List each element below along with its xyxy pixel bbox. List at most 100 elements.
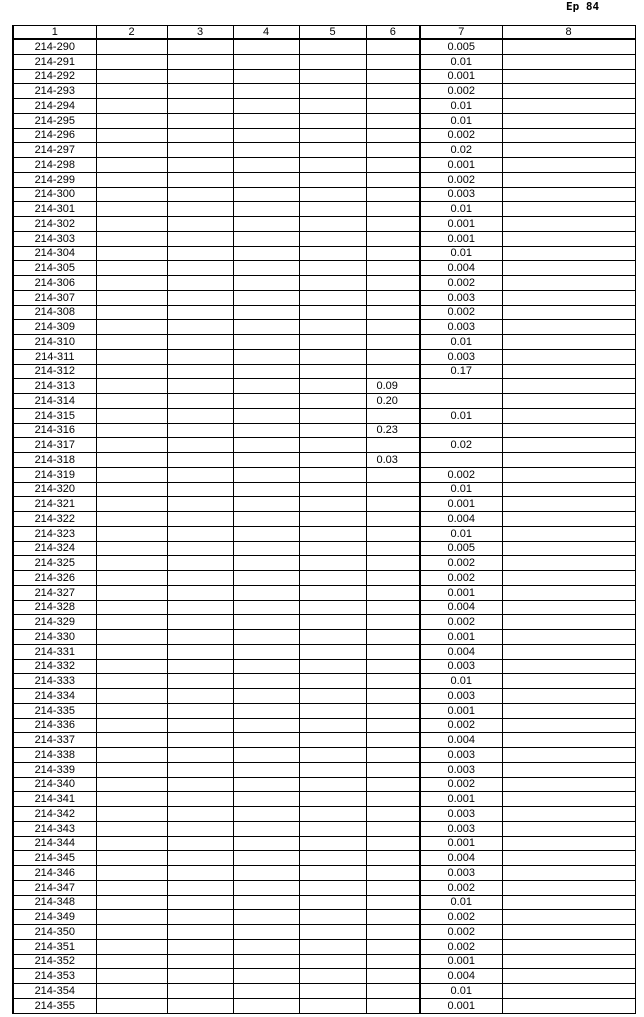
cell-col-1: 214-303 xyxy=(12,230,97,247)
cell-col-5 xyxy=(298,820,367,837)
cell-col-7 xyxy=(419,393,503,409)
cell-col-6 xyxy=(365,53,421,70)
cell-col-7: 0.02 xyxy=(419,142,503,158)
cell-col-7: 0.005 xyxy=(419,38,503,55)
cell-col-6 xyxy=(365,245,421,262)
cell-col-2 xyxy=(95,776,168,793)
cell-col-3 xyxy=(166,909,234,925)
table-row: 214-319 0.002 xyxy=(12,466,636,483)
cell-col-4 xyxy=(232,216,300,232)
cell-col-6 xyxy=(365,776,421,793)
cell-col-4 xyxy=(232,68,300,85)
table-row: 214-322 0.004 xyxy=(12,511,636,527)
cell-col-5 xyxy=(298,216,367,232)
table-row: 214-331 0.004 xyxy=(12,643,636,660)
cell-col-5 xyxy=(298,791,367,807)
cell-col-5 xyxy=(298,393,367,409)
cell-col-4 xyxy=(232,275,300,291)
table-row: 214-342 0.003 xyxy=(12,806,636,822)
cell-col-7: 0.01 xyxy=(419,673,503,689)
cell-col-6 xyxy=(365,702,421,719)
cell-col-1: 214-323 xyxy=(12,525,97,542)
cell-col-4 xyxy=(232,938,300,955)
cell-col-3 xyxy=(166,53,234,70)
cell-col-7: 0.001 xyxy=(419,157,503,173)
table-row: 214-309 0.003 xyxy=(12,319,636,335)
column-header-1: 1 xyxy=(12,25,97,40)
cell-col-2 xyxy=(95,230,168,247)
cell-col-3 xyxy=(166,761,234,778)
cell-col-8 xyxy=(501,953,636,970)
cell-col-3 xyxy=(166,112,234,129)
cell-col-2 xyxy=(95,466,168,483)
cell-col-6 xyxy=(365,437,421,453)
cell-col-6 xyxy=(365,555,421,571)
cell-col-5 xyxy=(298,747,367,763)
cell-col-4 xyxy=(232,260,300,276)
cell-col-6 xyxy=(365,496,421,512)
cell-col-2 xyxy=(95,806,168,822)
cell-col-8 xyxy=(501,909,636,925)
cell-col-6 xyxy=(365,570,421,586)
cell-col-1: 214-311 xyxy=(12,348,97,365)
cell-col-8 xyxy=(501,53,636,70)
table-row: 214-300 0.003 xyxy=(12,186,636,203)
cell-col-2 xyxy=(95,570,168,586)
table-row: 214-314 0.20 xyxy=(12,393,636,409)
cell-col-3 xyxy=(166,466,234,483)
cell-col-6 xyxy=(365,924,421,940)
cell-col-6 xyxy=(365,171,421,188)
cell-col-4 xyxy=(232,437,300,453)
cell-col-2 xyxy=(95,909,168,925)
cell-col-7: 0.002 xyxy=(419,570,503,586)
cell-col-5 xyxy=(298,83,367,99)
cell-col-4 xyxy=(232,230,300,247)
cell-col-2 xyxy=(95,747,168,763)
table-row: 214-312 0.17 xyxy=(12,363,636,380)
cell-col-3 xyxy=(166,38,234,55)
cell-col-3 xyxy=(166,230,234,247)
cell-col-3 xyxy=(166,555,234,571)
cell-col-6 xyxy=(365,909,421,925)
cell-col-4 xyxy=(232,850,300,866)
cell-col-1: 214-290 xyxy=(12,38,97,55)
table-row: 214-302 0.001 xyxy=(12,216,636,232)
cell-col-1: 214-348 xyxy=(12,894,97,911)
cell-col-1: 214-330 xyxy=(12,629,97,645)
cell-col-4 xyxy=(232,245,300,262)
cell-col-2 xyxy=(95,363,168,380)
cell-col-2 xyxy=(95,938,168,955)
cell-col-8 xyxy=(501,157,636,173)
cell-col-5 xyxy=(298,599,367,616)
cell-col-4 xyxy=(232,614,300,630)
cell-col-3 xyxy=(166,806,234,822)
table-row: 214-313 0.09 xyxy=(12,378,636,394)
cell-col-8 xyxy=(501,997,636,1014)
cell-col-2 xyxy=(95,157,168,173)
cell-col-4 xyxy=(232,747,300,763)
cell-col-6 xyxy=(365,820,421,837)
cell-col-1: 214-336 xyxy=(12,717,97,734)
cell-col-2 xyxy=(95,186,168,203)
cell-col-8 xyxy=(501,806,636,822)
cell-col-4 xyxy=(232,201,300,217)
cell-col-2 xyxy=(95,614,168,630)
cell-col-7: 0.002 xyxy=(419,717,503,734)
cell-col-4 xyxy=(232,422,300,439)
cell-col-7: 0.001 xyxy=(419,997,503,1014)
table-row: 214-330 0.001 xyxy=(12,629,636,645)
cell-col-8 xyxy=(501,614,636,630)
cell-col-4 xyxy=(232,525,300,542)
cell-col-8 xyxy=(501,407,636,424)
cell-col-1: 214-293 xyxy=(12,83,97,99)
cell-col-2 xyxy=(95,275,168,291)
cell-col-1: 214-292 xyxy=(12,68,97,85)
cell-col-8 xyxy=(501,334,636,350)
cell-col-1: 214-318 xyxy=(12,452,97,468)
cell-col-7: 0.005 xyxy=(419,540,503,557)
cell-col-2 xyxy=(95,53,168,70)
table-row: 214-316 0.23 xyxy=(12,422,636,439)
cell-col-5 xyxy=(298,275,367,291)
cell-col-5 xyxy=(298,555,367,571)
cell-col-1: 214-306 xyxy=(12,275,97,291)
